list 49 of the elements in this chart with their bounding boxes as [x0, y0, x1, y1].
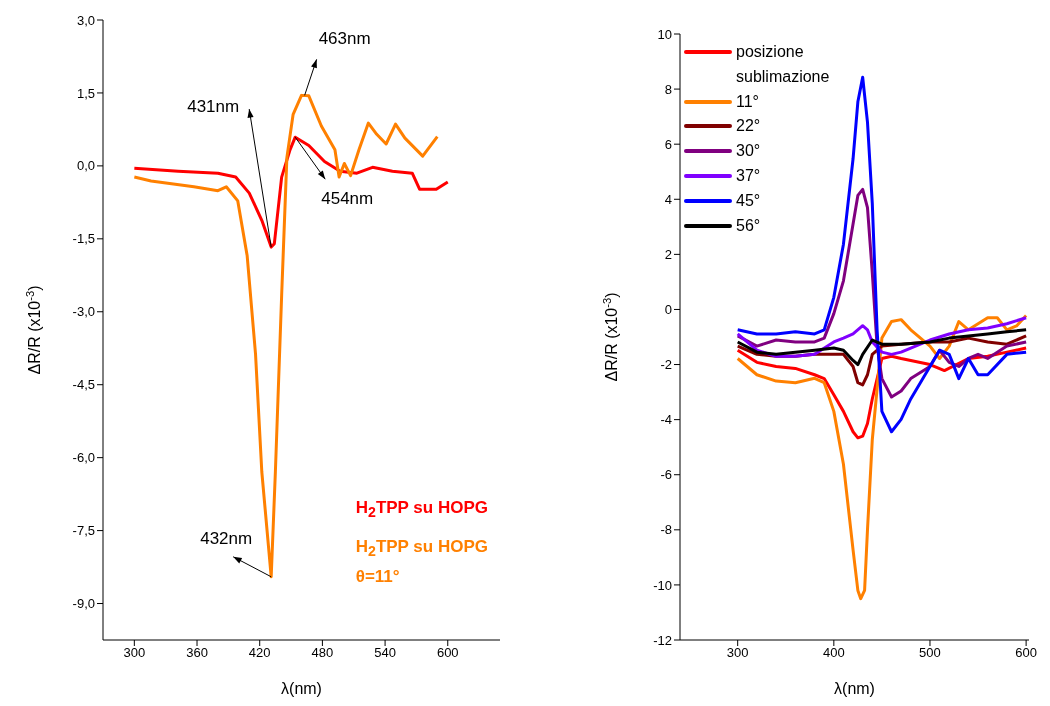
y-tick-label: 0,0 — [76, 158, 95, 174]
y-tick-label: 4 — [664, 191, 672, 207]
x-tick-label: 540 — [374, 645, 396, 661]
y-tick-label: -1,5 — [72, 231, 95, 247]
x-axis-title: λ(nm) — [281, 680, 322, 697]
y-tick-label: -8 — [660, 522, 672, 538]
x-tick-label: 400 — [822, 645, 845, 661]
text: H$_{2}$TPP su HOPG — [355, 496, 488, 523]
line-series — [736, 328, 1028, 367]
y-tick-label: -4,5 — [72, 377, 95, 393]
x-tick-label: 360 — [186, 645, 208, 661]
y-tick-label: 10 — [657, 26, 672, 42]
line-series — [736, 314, 1028, 601]
y-tick-label: 3,0 — [76, 12, 95, 28]
x-axis-title: λ(nm) — [834, 680, 875, 697]
annotation: 454nm — [321, 188, 374, 208]
legend-label: 37° — [736, 166, 761, 186]
annotation: 431nm — [187, 96, 240, 116]
x-tick-label: 300 — [123, 645, 146, 661]
legend-label: posizione sublimazione — [736, 42, 831, 87]
x-tick-label: 600 — [436, 645, 459, 661]
annotation: 432nm — [200, 529, 253, 549]
legend-label: 22° — [736, 116, 761, 137]
y-tick-label: 8 — [664, 81, 672, 97]
y-tick-label: -3,0 — [72, 304, 95, 320]
text: H$_{2}$TPP su HOPG θ=11° — [355, 536, 488, 588]
x-tick-label: 300 — [726, 645, 749, 661]
x-tick-label: 500 — [919, 645, 941, 661]
y-tick-label: -10 — [653, 577, 672, 593]
y-tick-label: -2 — [660, 357, 672, 373]
y-tick-label: 2 — [664, 246, 672, 262]
legend-label: 56° — [736, 215, 761, 236]
y-tick-label: -7,5 — [72, 523, 95, 539]
y-tick-label: 6 — [664, 136, 672, 152]
y-tick-label: 1,5 — [76, 85, 95, 101]
y-tick-label: -9,0 — [72, 596, 95, 612]
x-tick-label: 600 — [1015, 645, 1037, 661]
x-tick-label: 480 — [311, 645, 334, 661]
y-tick-label: -6,0 — [72, 450, 95, 466]
x-tick-label: 420 — [248, 645, 271, 661]
y-tick-label: 0 — [664, 302, 672, 318]
y-tick-label: -4 — [660, 412, 672, 428]
annotation: 463nm — [318, 28, 371, 48]
legend-label: 11° — [736, 91, 760, 112]
y-tick-label: -6 — [660, 467, 672, 483]
legend-label: 45° — [736, 190, 761, 211]
legend-label: 30° — [736, 141, 761, 162]
line-series — [132, 135, 450, 249]
y-tick-label: -12 — [653, 632, 672, 648]
